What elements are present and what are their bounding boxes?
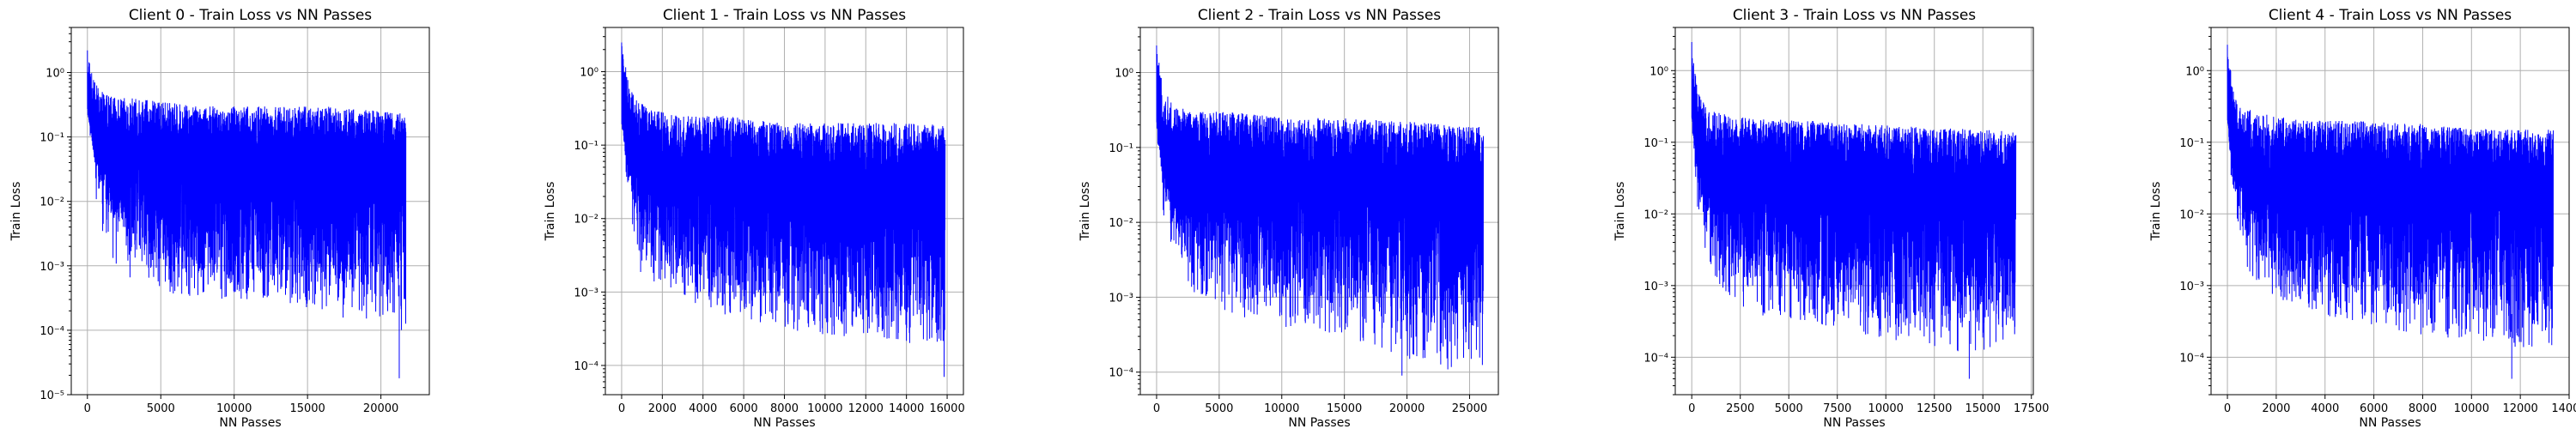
- x-tick-label: 2000: [2262, 402, 2290, 415]
- x-tick-label: 16000: [929, 402, 964, 415]
- x-tick-label: 10000: [216, 402, 252, 415]
- y-axis-label: Train Loss: [2149, 182, 2163, 242]
- chart-title: Client 3 - Train Loss vs NN Passes: [1733, 7, 1976, 24]
- loss-series-line: [1156, 45, 1484, 376]
- y-tick-label: 10⁰: [46, 67, 64, 80]
- x-tick-label: 15000: [289, 402, 325, 415]
- chart-title: Client 2 - Train Loss vs NN Passes: [1198, 7, 1441, 24]
- y-tick-label: 10⁻⁴: [1109, 367, 1133, 380]
- y-tick-label: 10⁻⁴: [1643, 352, 1668, 365]
- x-tick-label: 12000: [2502, 402, 2537, 415]
- x-tick-label: 8000: [2409, 402, 2437, 415]
- x-axis-label: NN Passes: [1823, 416, 1885, 429]
- x-tick-label: 20000: [1389, 402, 1425, 415]
- loss-series-line: [621, 42, 946, 378]
- y-tick-label: 10⁻¹: [1643, 137, 1668, 150]
- y-tick-label: 10⁻²: [1109, 217, 1133, 230]
- x-tick-label: 5000: [1205, 402, 1233, 415]
- chart-1: 0 2000 4000 6000 8000 10000 12000 14000 16000 10⁻…: [544, 7, 965, 429]
- x-tick-label: 8000: [770, 402, 799, 415]
- y-axis-label: Train Loss: [9, 182, 23, 242]
- y-tick-label: 10⁻³: [1109, 292, 1133, 305]
- plot-frame: [2210, 27, 2570, 396]
- chart-0: 0 5000 10000 15000 20000 10⁻⁵ 10⁻⁴ 10⁻³ 10⁻² 10⁻¹…: [9, 7, 430, 429]
- x-tick-label: 0: [618, 402, 625, 415]
- x-tick-label: 10000: [2454, 402, 2489, 415]
- x-tick-label: 5000: [1775, 402, 1803, 415]
- y-axis-label: Train Loss: [1613, 182, 1627, 242]
- x-tick-label: 10000: [807, 402, 842, 415]
- y-tick-label: 10⁻³: [2179, 281, 2204, 293]
- y-tick-label: 10⁻⁴: [574, 360, 598, 373]
- x-tick-label: 14000: [2551, 402, 2576, 415]
- y-tick-label: 10⁰: [1115, 68, 1133, 81]
- x-tick-label: 2000: [648, 402, 677, 415]
- x-tick-label: 17500: [2014, 402, 2049, 415]
- chart-3: 0 2500 5000 7500 10000 12500 15000 17500 10⁻⁴ 10⁻…: [1613, 7, 2049, 429]
- x-tick-label: 6000: [730, 402, 758, 415]
- x-tick-label: 15000: [1327, 402, 1362, 415]
- x-tick-label: 25000: [1452, 402, 1487, 415]
- x-tick-label: 15000: [1965, 402, 2001, 415]
- y-tick-label: 10⁻¹: [574, 140, 598, 153]
- x-axis-label: NN Passes: [753, 416, 815, 429]
- x-tick-label: 0: [84, 402, 91, 415]
- x-tick-label: 10000: [1868, 402, 1904, 415]
- y-tick-label: 10⁻¹: [2179, 137, 2204, 150]
- x-tick-label: 6000: [2360, 402, 2388, 415]
- x-tick-label: 12000: [848, 402, 884, 415]
- x-tick-label: 4000: [2311, 402, 2339, 415]
- loss-series-line: [1691, 42, 2017, 379]
- x-tick-label: 10000: [1264, 402, 1299, 415]
- y-tick-label: 10⁻²: [1643, 208, 1668, 221]
- x-tick-label: 7500: [1823, 402, 1851, 415]
- y-tick-label: 10⁻⁴: [39, 325, 64, 338]
- y-tick-label: 10⁻¹: [39, 132, 64, 145]
- x-axis-label: NN Passes: [2359, 416, 2421, 429]
- y-tick-label: 10⁻³: [574, 287, 598, 299]
- y-axis-label: Train Loss: [544, 182, 557, 242]
- y-tick-label: 10⁰: [1649, 65, 1668, 78]
- x-tick-label: 2500: [1726, 402, 1754, 415]
- x-tick-label: 12500: [1917, 402, 1952, 415]
- x-tick-label: 20000: [363, 402, 398, 415]
- plot-frame: [1139, 27, 1499, 396]
- x-axis-label: NN Passes: [1288, 416, 1350, 429]
- x-axis-label: NN Passes: [219, 416, 281, 429]
- y-axis-label: Train Loss: [1078, 182, 1092, 242]
- y-tick-label: 10⁻³: [39, 261, 64, 274]
- y-tick-label: 10⁻²: [2179, 208, 2204, 221]
- y-tick-label: 10⁰: [580, 67, 598, 80]
- x-tick-label: 0: [1153, 402, 1160, 415]
- loss-series-line: [2227, 45, 2555, 379]
- y-tick-label: 10⁻⁵: [39, 390, 64, 402]
- plot-frame: [1674, 27, 2034, 396]
- chart-4: 0 2000 4000 6000 8000 10000 12000 14000 10⁻⁴ 10⁻³…: [2149, 7, 2576, 429]
- y-tick-label: 10⁻²: [574, 214, 598, 227]
- y-tick-label: 10⁻³: [1643, 281, 1668, 293]
- x-tick-label: 0: [1688, 402, 1695, 415]
- x-tick-label: 14000: [889, 402, 924, 415]
- x-tick-label: 4000: [689, 402, 717, 415]
- chart-title: Client 1 - Train Loss vs NN Passes: [663, 7, 906, 24]
- chart-title: Client 0 - Train Loss vs NN Passes: [129, 7, 372, 24]
- x-tick-label: 0: [2224, 402, 2231, 415]
- x-tick-label: 5000: [147, 402, 175, 415]
- chart-title: Client 4 - Train Loss vs NN Passes: [2269, 7, 2512, 24]
- y-tick-label: 10⁰: [2185, 65, 2204, 78]
- loss-series-line: [87, 50, 407, 378]
- y-tick-label: 10⁻¹: [1109, 142, 1133, 155]
- y-tick-label: 10⁻⁴: [2179, 352, 2204, 365]
- chart-2: 0 5000 10000 15000 20000 25000 10⁻⁴ 10⁻³ 10⁻² 10⁻…: [1078, 7, 1499, 429]
- y-tick-label: 10⁻²: [39, 196, 64, 209]
